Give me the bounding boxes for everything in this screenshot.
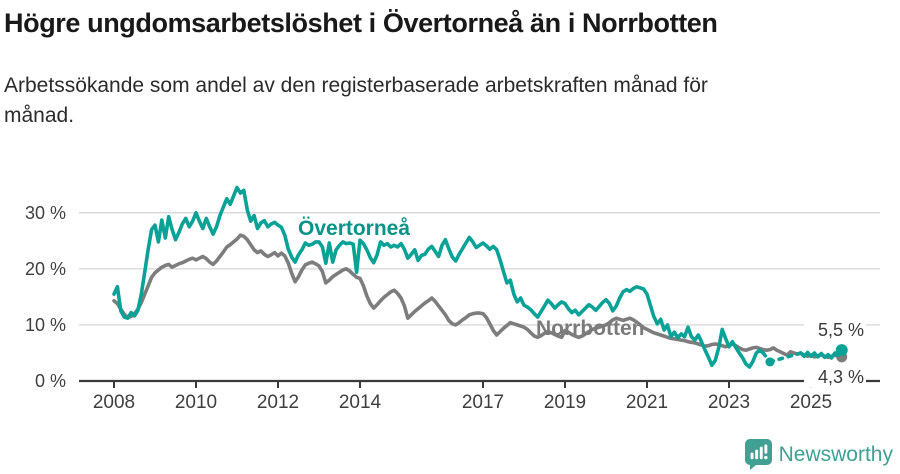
brand-name: Newsworthy <box>778 442 893 466</box>
page-subtitle-line-2: månad. <box>4 104 75 127</box>
x-tick-label-2014: 2014 <box>339 392 382 413</box>
x-tick-label-2021: 2021 <box>626 392 668 413</box>
norrbotten-line <box>112 233 844 360</box>
x-tick-label-2025: 2025 <box>790 392 832 413</box>
page-title: Högre ungdomsarbetslöshet i Övertorneå ä… <box>4 8 718 38</box>
overtornea-gap-dash <box>768 351 803 364</box>
y-tick-label-30: 30 % <box>25 203 66 223</box>
x-tick-label-2012: 2012 <box>257 392 299 413</box>
overtornea-line <box>112 185 765 369</box>
end-label-backing-1 <box>804 366 866 388</box>
x-tick-label-2023: 2023 <box>708 392 750 413</box>
overtornea-series-label: Övertorneå <box>298 217 410 240</box>
overtornea-line <box>799 348 844 360</box>
x-tick-label-2017: 2017 <box>462 392 504 413</box>
norrbotten-series-label: Norrbotten <box>536 317 645 340</box>
y-tick-label-10: 10 % <box>25 315 66 335</box>
overtornea-end-dot <box>835 344 848 357</box>
x-tick-label-2008: 2008 <box>93 392 135 413</box>
y-tick-label-20: 20 % <box>25 259 66 279</box>
newsworthy-logo-icon <box>744 439 772 470</box>
unemployment-line-chart: 2008 2010 2012 2014 2017 2019 2021 2023 2025 0 % 1… <box>25 185 880 413</box>
x-tick-label-2019: 2019 <box>544 392 586 413</box>
overtornea-end-label: 5,5 % <box>818 320 864 340</box>
brand-footer: Newsworthy <box>744 439 893 470</box>
norrbotten-end-label: 4,3 % <box>818 367 864 387</box>
page-subtitle-line-1: Arbetssökande som andel av den registerb… <box>4 74 708 97</box>
overtornea-isolated-point <box>765 357 775 367</box>
x-tick-label-2010: 2010 <box>175 392 217 413</box>
y-tick-label-0: 0 % <box>35 371 66 391</box>
end-label-backing-0 <box>804 320 866 342</box>
